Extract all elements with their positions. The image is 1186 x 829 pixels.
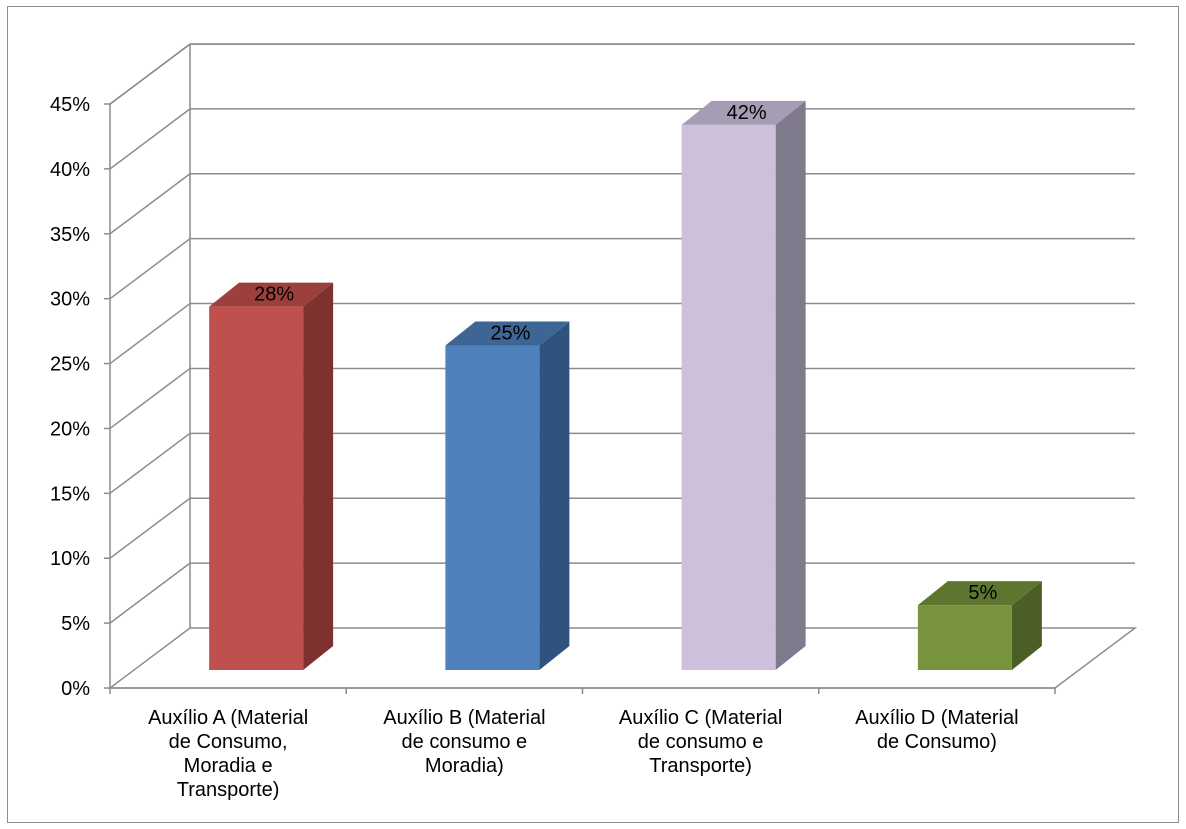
y-tick-label: 0% xyxy=(61,678,90,700)
category-label-line: de Consumo) xyxy=(877,731,997,753)
bar-top xyxy=(681,100,806,125)
bar-front xyxy=(681,124,776,670)
axes xyxy=(104,44,1056,694)
category-label-line: Transporte) xyxy=(177,779,280,801)
category-label-line: Auxílio A (Material xyxy=(148,707,308,729)
y-tick-label: 30% xyxy=(50,289,90,311)
data-labels: 28% 25% 42% 5% xyxy=(254,102,997,604)
bar xyxy=(917,581,1042,670)
y-tick-label: 45% xyxy=(50,94,90,116)
gridline-side xyxy=(109,173,191,235)
bar xyxy=(209,282,334,670)
bar-side xyxy=(775,100,806,670)
bar xyxy=(681,100,806,670)
y-tick-label: 40% xyxy=(50,159,90,181)
bar-side xyxy=(1011,581,1042,670)
data-label: 42% xyxy=(727,102,767,124)
y-tick-label: 5% xyxy=(61,613,90,635)
y-axis-tick-labels: 0% 5% 10% 15% 20% 25% 30% 35% 40% 45% xyxy=(50,94,90,700)
y-tick-label: 20% xyxy=(50,418,90,440)
category-label-line: Moradia) xyxy=(425,755,504,777)
gridline-side xyxy=(109,43,191,105)
data-label: 28% xyxy=(254,284,294,306)
bar-side xyxy=(303,282,334,670)
bar-front xyxy=(917,605,1012,670)
gridline-side xyxy=(109,238,191,300)
y-tick-label: 35% xyxy=(50,224,90,246)
bar-top xyxy=(209,282,334,307)
bars xyxy=(209,100,1042,670)
category-label: Auxílio B (Material de consumo e Moradia) xyxy=(383,707,545,777)
chart-area xyxy=(7,6,1179,823)
gridline-side xyxy=(109,562,191,624)
bar-side xyxy=(539,321,570,670)
gridline-side xyxy=(109,432,191,494)
y-tick-label: 25% xyxy=(50,354,90,376)
category-label-line: de Consumo, xyxy=(169,731,288,753)
category-label-line: de consumo e xyxy=(638,731,764,753)
category-label-line: de consumo e xyxy=(402,731,528,753)
gridlines xyxy=(109,43,1135,624)
gridline-side xyxy=(109,108,191,170)
y-tick-label: 15% xyxy=(50,483,90,505)
bar-front xyxy=(445,345,540,670)
gridline-side xyxy=(109,302,191,365)
gridline-side xyxy=(109,497,191,559)
gridline-side xyxy=(109,367,191,430)
category-label-line: Auxílio C (Material xyxy=(619,707,782,729)
y-tick-label: 10% xyxy=(50,548,90,570)
bar-top xyxy=(917,581,1042,606)
category-label-line: Auxílio B (Material xyxy=(383,707,545,729)
bar xyxy=(445,321,570,670)
bar-top xyxy=(445,321,570,346)
data-label: 25% xyxy=(490,323,530,345)
bar-front xyxy=(209,306,304,670)
category-label: Auxílio C (Material de consumo e Transport… xyxy=(619,707,782,777)
category-label-line: Transporte) xyxy=(649,755,752,777)
category-label-line: Moradia e xyxy=(184,755,273,777)
category-label: Auxílio D (Material de Consumo) xyxy=(855,707,1018,753)
category-label-line: Auxílio D (Material xyxy=(855,707,1018,729)
data-label: 5% xyxy=(968,582,997,604)
